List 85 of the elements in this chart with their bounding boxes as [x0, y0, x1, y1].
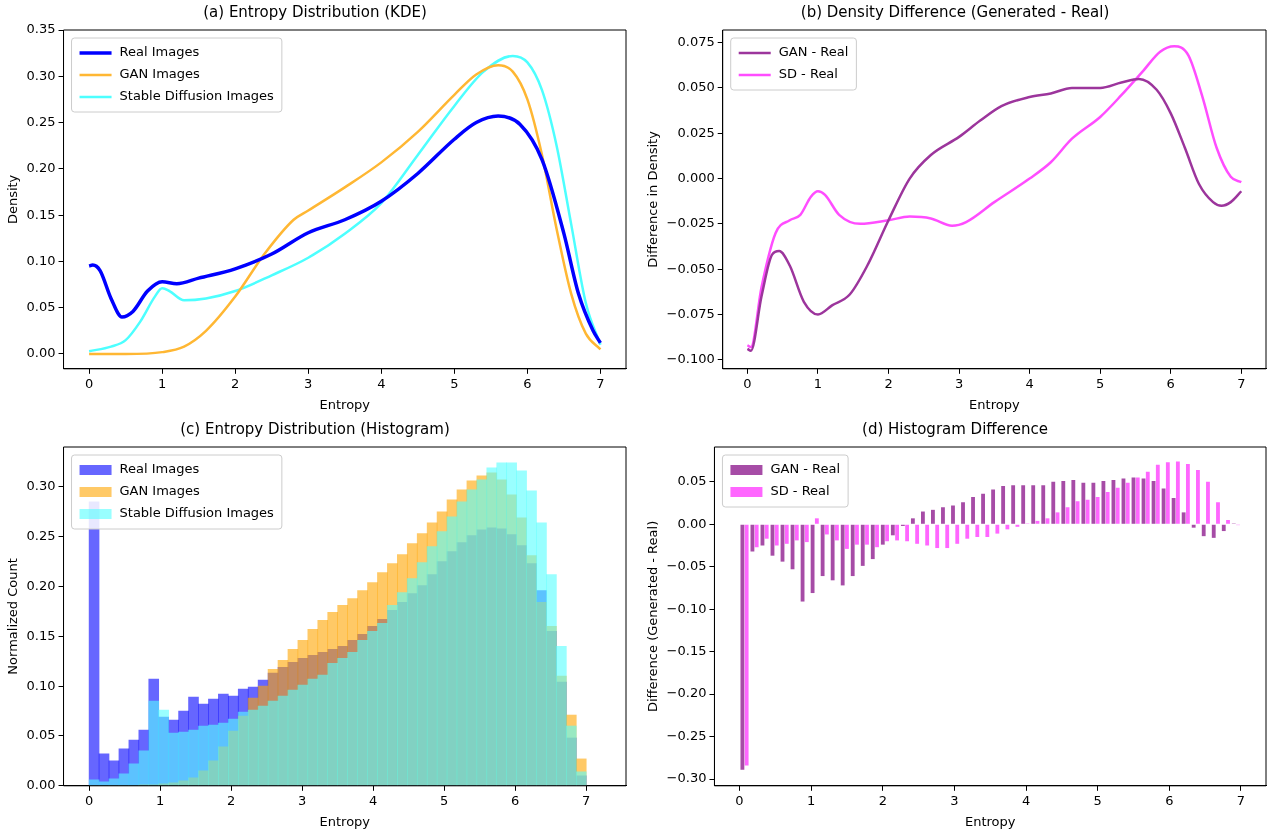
chart-title: (d) Histogram Difference [862, 419, 1048, 438]
y-tick-label: 0.15 [26, 206, 56, 222]
x-tick-label: 5 [450, 375, 459, 391]
y-tick-label: 0.025 [677, 124, 715, 140]
x-tick-label: 4 [1021, 792, 1031, 808]
x-tick-label: 4 [369, 792, 378, 808]
y-tick-label: 0.10 [26, 677, 56, 693]
x-tick-label: 2 [227, 792, 236, 808]
y-tick-label: 0.35 [26, 21, 56, 37]
y-tick-label: 0.05 [26, 299, 56, 315]
y-tick-label: 0.30 [26, 478, 56, 494]
y-tick-label: −0.025 [666, 215, 715, 231]
x-tick-label: 1 [807, 792, 816, 808]
x-tick-label: 2 [884, 375, 893, 391]
y-tick-label: 0.00 [26, 777, 56, 793]
y-tick-label: 0.20 [26, 160, 56, 176]
x-tick-label: 1 [158, 375, 167, 391]
legend-label: SD - Real [778, 66, 838, 82]
y-tick-label: −0.050 [666, 260, 715, 276]
legend-label: GAN Images [119, 483, 201, 499]
x-tick-label: 6 [1166, 375, 1175, 391]
x-tick-label: 7 [1236, 792, 1246, 808]
y-tick-label: 0.000 [677, 169, 715, 185]
x-tick-label: 1 [155, 792, 165, 808]
y-axis-title: Density [5, 174, 21, 225]
y-tick-label: −0.075 [666, 305, 715, 321]
x-tick-label: 0 [84, 792, 94, 808]
legend-label: GAN Images [119, 66, 201, 82]
x-tick-label: 6 [523, 375, 532, 391]
x-tick-label: 3 [954, 375, 964, 391]
y-tick-label: −0.30 [666, 770, 707, 786]
y-tick-label: −0.100 [666, 351, 715, 367]
chart-title: (b) Density Difference (Generated - Real) [800, 2, 1110, 21]
chart-title: (c) Entropy Distribution (Histogram) [180, 419, 450, 438]
x-tick-label: 7 [1237, 375, 1246, 391]
x-tick-label: 7 [596, 375, 605, 391]
legend-label: Real Images [119, 461, 200, 477]
x-tick-label: 0 [735, 792, 744, 808]
y-tick-label: −0.05 [666, 558, 707, 574]
y-tick-label: 0.05 [26, 727, 56, 743]
x-tick-label: 5 [1096, 375, 1105, 391]
x-axis-title: Entropy [969, 396, 1020, 412]
y-tick-label: 0.20 [26, 577, 56, 593]
x-tick-label: 2 [231, 375, 240, 391]
x-tick-label: 6 [511, 792, 520, 808]
y-axis-title: Difference in Density [645, 130, 661, 268]
y-tick-label: −0.25 [666, 727, 707, 743]
y-tick-label: 0.25 [26, 528, 56, 544]
y-axis-title: Difference (Generated - Real) [645, 520, 661, 713]
y-tick-label: 0.25 [26, 113, 56, 129]
x-tick-label: 4 [377, 375, 386, 391]
x-tick-label: 3 [950, 792, 959, 808]
x-axis-title: Entropy [964, 813, 1016, 829]
y-tick-label: 0.00 [26, 345, 56, 361]
x-tick-label: 2 [878, 792, 887, 808]
x-tick-label: 3 [298, 792, 307, 808]
legend-label: GAN - Real [770, 461, 841, 477]
y-tick-label: 0.30 [26, 67, 56, 83]
chart-title: (a) Entropy Distribution (KDE) [203, 2, 427, 21]
y-tick-label: −0.10 [666, 600, 707, 616]
y-tick-label: 0.15 [26, 627, 56, 643]
x-tick-label: 0 [84, 375, 94, 391]
x-tick-label: 7 [582, 792, 591, 808]
y-tick-label: 0.05 [677, 473, 707, 489]
x-tick-label: 1 [813, 375, 823, 391]
legend-label: Real Images [119, 44, 200, 60]
x-axis-title: Entropy [319, 813, 371, 829]
x-tick-label: 3 [304, 375, 313, 391]
y-tick-label: 0.075 [677, 34, 715, 50]
legend-label: SD - Real [770, 483, 830, 499]
x-axis-title: Entropy [319, 396, 371, 412]
legend-label: GAN - Real [778, 44, 849, 60]
x-tick-label: 4 [1025, 375, 1034, 391]
y-axis-title: Normalized Count [5, 558, 21, 675]
x-tick-label: 5 [1093, 792, 1102, 808]
x-tick-label: 5 [440, 792, 449, 808]
y-tick-label: 0.10 [26, 252, 56, 268]
y-tick-label: −0.15 [666, 643, 707, 659]
legend-label: Stable Diffusion Images [119, 505, 275, 521]
x-tick-label: 0 [743, 375, 752, 391]
y-tick-label: 0.050 [677, 79, 715, 95]
y-tick-label: −0.20 [666, 685, 707, 701]
y-tick-label: 0.00 [677, 515, 707, 531]
x-tick-label: 6 [1165, 792, 1174, 808]
legend-label: Stable Diffusion Images [119, 88, 275, 104]
